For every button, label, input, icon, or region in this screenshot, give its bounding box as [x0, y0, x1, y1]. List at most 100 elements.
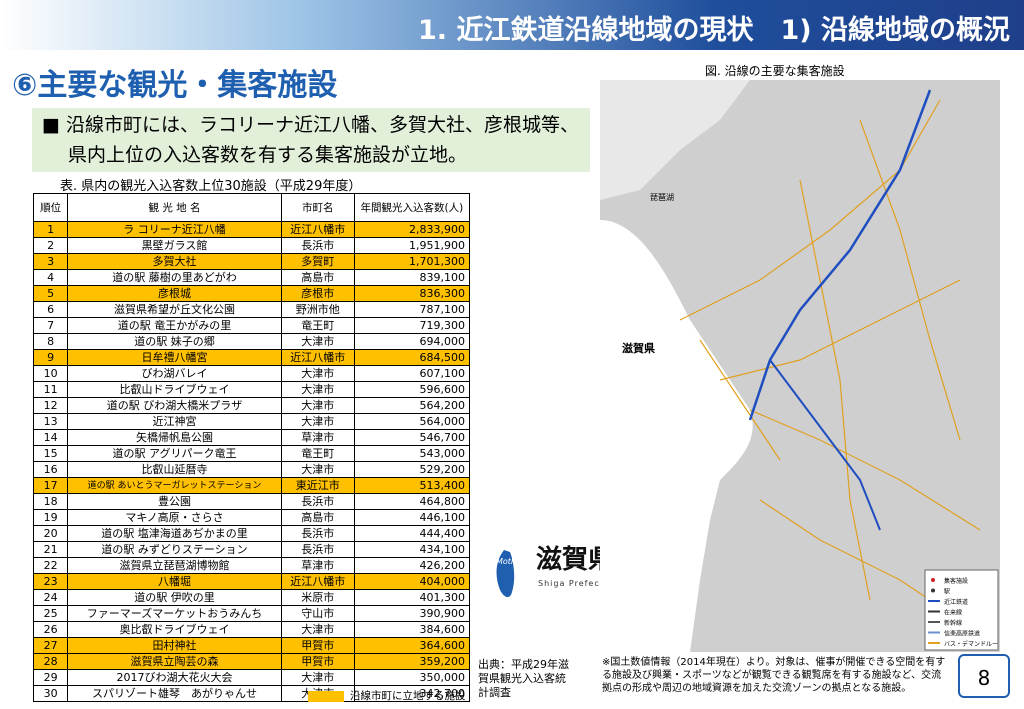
- table-cell: ファーマーズマーケットおうみんち: [67, 605, 282, 622]
- table-cell: 竜王町: [280, 445, 355, 462]
- table-cell: 18: [32, 493, 69, 510]
- table-cell: 1: [32, 221, 69, 238]
- table-cell: 滋賀県立陶芸の森: [67, 653, 282, 670]
- legend-label: 新幹線: [944, 619, 962, 627]
- table-row: 18 豊公園 長浜市 464,800: [32, 493, 471, 510]
- table-cell: 守山市: [280, 605, 355, 622]
- table-cell: 大津市: [280, 381, 355, 398]
- table-cell: 滋賀県立琵琶湖博物館: [67, 557, 282, 574]
- legend-text: 沿線市町に立地する施設: [350, 690, 466, 702]
- table-cell: 長浜市: [280, 493, 355, 510]
- table-cell: 竜王町: [280, 317, 355, 334]
- table-row: 2 黒壁ガラス館 長浜市 1,951,900: [32, 237, 471, 254]
- table-cell: 390,900: [353, 605, 471, 622]
- table-cell: 長浜市: [280, 525, 355, 542]
- table-cell: 434,100: [353, 541, 471, 558]
- table-legend: 沿線市町に立地する施設: [308, 688, 466, 703]
- source: 出典：平成29年滋賀県観光入込客統計調査: [478, 658, 569, 699]
- table-cell: 8: [32, 333, 69, 350]
- table-cell: 大津市: [280, 413, 355, 430]
- rail-line: [748, 89, 932, 421]
- table-cell: 甲賀市: [280, 653, 355, 670]
- table-row: 13 近江神宮 大津市 564,000: [32, 413, 471, 430]
- table-cell: 高島市: [280, 269, 355, 286]
- table-cell: 446,100: [353, 509, 471, 526]
- map-note: ※国土数値情報（2014年現在）より。対象は、催事が開催できる空間を有する施設及…: [602, 657, 946, 694]
- table-cell: 4: [32, 269, 69, 286]
- table-cell: 近江八幡市: [280, 573, 355, 590]
- table-cell: 607,100: [353, 365, 471, 382]
- table-cell: 12: [32, 397, 69, 414]
- table-cell: 高島市: [280, 509, 355, 526]
- legend-label: 近江鉄道: [944, 598, 968, 606]
- table-cell: 比叡山延暦寺: [67, 461, 282, 478]
- map-legend: [924, 569, 999, 651]
- column-header: 年間観光入込客数(人): [353, 193, 471, 222]
- table-cell: 26: [32, 621, 69, 638]
- table-cell: ラ コリーナ近江八幡: [67, 221, 282, 238]
- table-cell: 16: [32, 461, 69, 478]
- table-row: 4 道の駅 藤樹の里あどがわ 高島市 839,100: [32, 269, 471, 286]
- table-cell: 豊公園: [67, 493, 282, 510]
- table-cell: びわ湖バレイ: [67, 365, 282, 382]
- legend-label: 信楽高原鉄道: [944, 630, 980, 638]
- table-row: 10 びわ湖バレイ 大津市 607,100: [32, 365, 471, 382]
- legend-label: 駅: [944, 589, 950, 596]
- table-cell: 大津市: [280, 461, 355, 478]
- table-cell: 道の駅 みずどりステーション: [67, 541, 282, 558]
- table-cell: 道の駅 藤樹の里あどがわ: [67, 269, 282, 286]
- table-cell: 奥比叡ドライブウェイ: [67, 621, 282, 638]
- table-cell: 543,000: [353, 445, 471, 462]
- table-cell: 20: [32, 525, 69, 542]
- table-cell: 3: [32, 253, 69, 270]
- table-cell: 10: [32, 365, 69, 382]
- table-cell: 多賀大社: [67, 253, 282, 270]
- table-cell: 27: [32, 637, 69, 654]
- table-cell: 25: [32, 605, 69, 622]
- table-cell: 2: [32, 237, 69, 254]
- table-cell: 黒壁ガラス館: [67, 237, 282, 254]
- table-row: 16 比叡山延暦寺 大津市 529,200: [32, 461, 471, 478]
- table-cell: 草津市: [280, 557, 355, 574]
- table-row: 14 矢橋帰帆島公園 草津市 546,700: [32, 429, 471, 446]
- table-row: 23 八幡堀 近江八幡市 404,000: [32, 573, 471, 590]
- table-cell: 596,600: [353, 381, 471, 398]
- table-cell: 21: [32, 541, 69, 558]
- table-cell: 近江八幡市: [280, 349, 355, 366]
- table-cell: 19: [32, 509, 69, 526]
- table-cell: 836,300: [353, 285, 471, 302]
- table-cell: 22: [32, 557, 69, 574]
- table-row: 29 2017びわ湖大花火大会 大津市 350,000: [32, 669, 471, 686]
- table-row: 24 道の駅 伊吹の里 米原市 401,300: [32, 589, 471, 606]
- table-cell: 彦根城: [67, 285, 282, 302]
- legend-label: 集客施設: [944, 577, 968, 585]
- table-caption: 表. 県内の観光入込客数上位30施設（平成29年度）: [60, 179, 362, 194]
- table-cell: 30: [32, 685, 69, 702]
- table-cell: 彦根市: [280, 285, 355, 302]
- legend-swatch: [308, 690, 344, 702]
- section-title: ⑥主要な観光・集客施設: [12, 68, 338, 103]
- table-cell: 近江八幡市: [280, 221, 355, 238]
- header-title: 1. 近江鉄道沿線地域の現状 1) 沿線地域の概況: [418, 15, 1010, 46]
- table-row: 15 道の駅 アグリパーク竜王 竜王町 543,000: [32, 445, 471, 462]
- table-cell: 滋賀県希望が丘文化公園: [67, 301, 282, 318]
- table-cell: 364,600: [353, 637, 471, 654]
- table-cell: 道の駅 妹子の郷: [67, 333, 282, 350]
- table-cell: 546,700: [353, 429, 471, 446]
- legend-label: 在来線: [944, 609, 962, 617]
- table-cell: 444,400: [353, 525, 471, 542]
- page-number: 8: [958, 654, 1010, 698]
- table-row: 3 多賀大社 多賀町 1,701,300: [32, 253, 471, 270]
- logo-english: Shiga Prefecture: [538, 579, 620, 588]
- table-cell: 大津市: [280, 397, 355, 414]
- table-cell: 道の駅 アグリパーク竜王: [67, 445, 282, 462]
- table-cell: 15: [32, 445, 69, 462]
- table-row: 26 奥比叡ドライブウェイ 大津市 384,600: [32, 621, 471, 638]
- table-cell: 東近江市: [280, 477, 355, 494]
- table-row: 7 道の駅 竜王かがみの里 竜王町 719,300: [32, 317, 471, 334]
- table-cell: 684,500: [353, 349, 471, 366]
- table-cell: 14: [32, 429, 69, 446]
